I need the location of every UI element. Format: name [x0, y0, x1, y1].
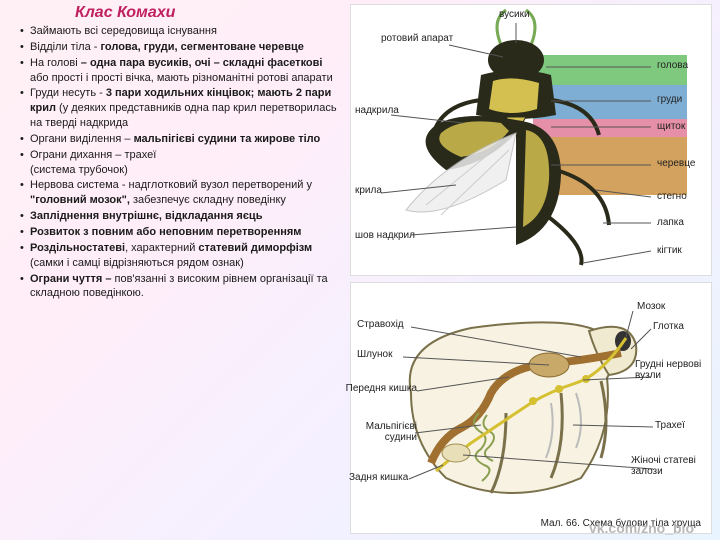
lbl-wings: крила [355, 185, 382, 196]
bullet-item: Груди несуть - 3 пари ходильних кінцівок… [20, 86, 338, 131]
lbl-tracheae: Трахеї [655, 420, 685, 431]
top-diagram: вусики ротовий апарат надкрила крила шов… [350, 4, 712, 276]
bullet-item: Займають всі середовища існування [20, 24, 338, 39]
lbl-malpighian: Мальпігієві судини [347, 421, 417, 443]
bullet-item: Нервова система - надглотковий вузол пер… [20, 178, 338, 208]
lbl-tarsus: лапка [653, 216, 688, 229]
lbl-brain: Мозок [637, 301, 665, 312]
bullet-item: Ограни дихання – трахеї (система трубочо… [20, 148, 338, 178]
footer-watermark: vk.com/zno_bio [589, 520, 694, 536]
lbl-esophagus: Стравохід [357, 319, 404, 330]
lbl-pharynx: Глотка [653, 321, 684, 332]
page-title: Клас Комахи [75, 4, 175, 22]
bullet-item: Ограни чуття – пов'язанні з високим рівн… [20, 272, 338, 302]
lbl-elytra: надкрила [355, 105, 399, 116]
lbl-claw: кігтик [653, 244, 686, 257]
lbl-hindgut: Задня кишка [349, 472, 408, 483]
bullet-item: Запліднення внутрішнє, відкладання яєць [20, 209, 338, 224]
lbl-ganglia: Грудні нервові вузли [635, 359, 711, 381]
bullet-item: Роздільностатеві, характерний статевий д… [20, 241, 338, 271]
bottom-diagram: Стравохід Шлунок Передня кишка Мальпігіє… [350, 282, 712, 534]
lbl-scutellum: щиток [653, 120, 689, 133]
lbl-foregut: Передня кишка [335, 383, 417, 394]
lbl-mouth: ротовий апарат [381, 33, 453, 44]
lbl-thorax: груди [653, 93, 686, 106]
lbl-head: голова [653, 59, 692, 72]
lbl-femur: стегно [653, 190, 691, 203]
bullet-item: На голові – одна пара вусиків, очі – скл… [20, 56, 338, 86]
lbl-abdomen: черевце [653, 157, 699, 170]
lbl-stomach: Шлунок [357, 349, 392, 360]
lbl-antennae: вусики [499, 9, 530, 20]
bullet-list: Займають всі середовища існуванняВідділи… [20, 24, 338, 302]
bullet-item: Відділи тіла - голова, груди, сегментова… [20, 40, 338, 55]
bullet-item: Органи виділення – мальпігієві судини та… [20, 132, 338, 147]
lbl-gonads: Жіночі статеві залози [631, 455, 713, 477]
bullet-item: Розвиток з повним або неповним перетворе… [20, 225, 338, 240]
lbl-seam: шов надкрил [355, 230, 415, 241]
